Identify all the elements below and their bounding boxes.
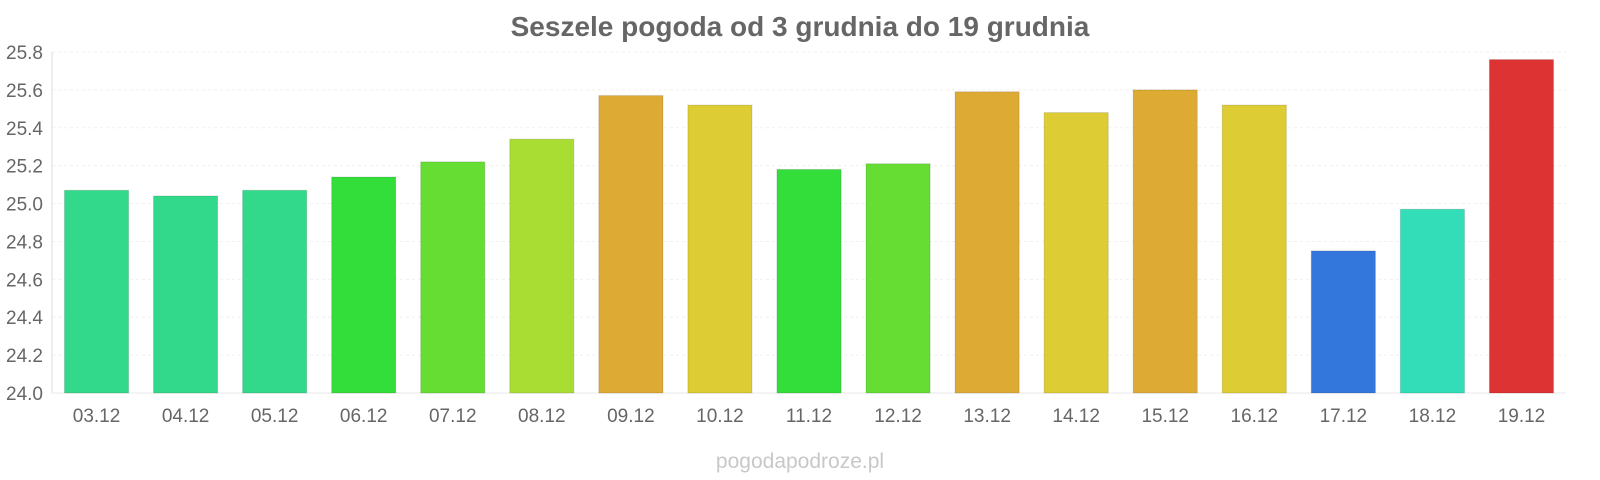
chart-title: Seszele pogoda od 3 grudnia do 19 grudni… — [511, 11, 1090, 42]
bar-16.12 — [1221, 104, 1287, 394]
bar-08.12 — [509, 138, 575, 394]
x-tick-label: 08.12 — [518, 406, 566, 427]
y-tick-label: 24.6 — [6, 270, 43, 291]
x-tick-label: 16.12 — [1231, 406, 1279, 427]
bars — [63, 59, 1555, 394]
x-tick-label: 19.12 — [1498, 406, 1546, 427]
x-tick-labels: 03.12 04.12 05.12 06.12 07.12 08.12 09.12 10.12… — [73, 406, 1545, 427]
x-tick-label: 14.12 — [1052, 406, 1100, 427]
x-tick-label: 11.12 — [786, 406, 832, 427]
bar-06.12 — [331, 176, 397, 394]
x-tick-label: 15.12 — [1141, 406, 1189, 427]
watermark: pogodapodroze.pl — [716, 450, 884, 473]
bar-04.12 — [153, 195, 219, 394]
x-tick-label: 13.12 — [963, 406, 1011, 427]
x-tick-label: 17.12 — [1320, 406, 1368, 427]
y-tick-label: 25.4 — [6, 119, 43, 140]
y-tick-label: 24.4 — [6, 308, 43, 329]
y-tick-label: 24.2 — [6, 346, 43, 367]
bar-07.12 — [420, 161, 486, 394]
bar-10.12 — [687, 104, 753, 394]
x-tick-label: 09.12 — [607, 406, 655, 427]
x-tick-label: 04.12 — [162, 406, 210, 427]
x-tick-label: 07.12 — [429, 406, 477, 427]
bar-13.12 — [954, 91, 1020, 394]
bar-18.12 — [1399, 208, 1465, 394]
y-tick-label: 25.6 — [6, 81, 43, 102]
bar-11.12 — [776, 168, 842, 394]
x-tick-label: 10.12 — [696, 406, 744, 427]
x-tick-label: 05.12 — [251, 406, 299, 427]
bar-09.12 — [598, 95, 664, 394]
bar-17.12 — [1310, 250, 1376, 394]
bar-05.12 — [242, 189, 308, 394]
x-tick-label: 06.12 — [340, 406, 388, 427]
x-tick-label: 18.12 — [1409, 406, 1457, 427]
y-tick-labels: 24.0 24.2 24.4 24.6 24.8 25.0 25.2 25.4 25.6 25.8 — [6, 43, 43, 405]
bar-19.12 — [1488, 59, 1555, 394]
y-tick-label: 24.0 — [6, 384, 43, 405]
bar-15.12 — [1132, 89, 1198, 394]
y-tick-label: 24.8 — [6, 232, 43, 253]
x-tick-label: 12.12 — [874, 406, 922, 427]
x-tick-label: 03.12 — [73, 406, 121, 427]
y-tick-label: 25.0 — [6, 195, 43, 216]
bar-03.12 — [63, 189, 130, 394]
y-tick-label: 25.8 — [6, 43, 43, 64]
bar-14.12 — [1043, 112, 1109, 394]
y-tick-label: 25.2 — [6, 157, 43, 178]
bar-12.12 — [865, 163, 931, 394]
